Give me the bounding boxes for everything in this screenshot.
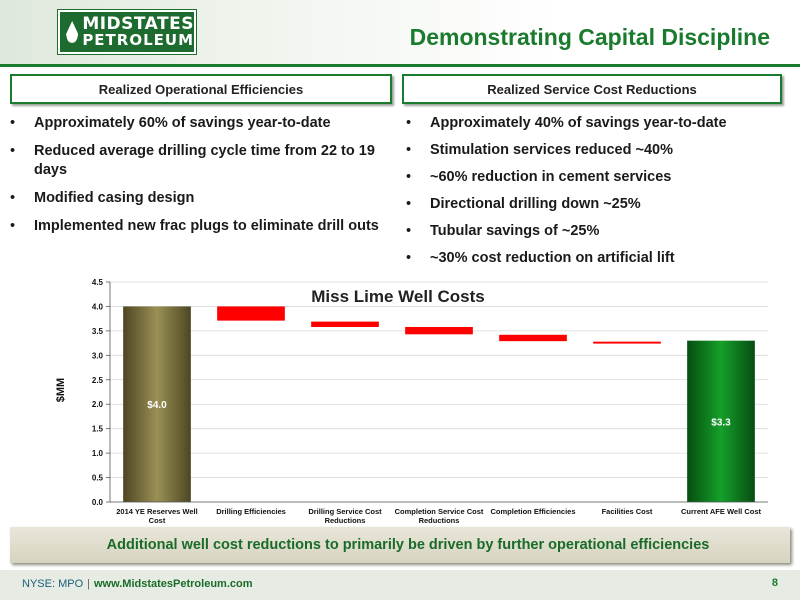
- y-tick-label: 0.0: [92, 498, 104, 507]
- left-bullet-item: Modified casing design: [6, 189, 386, 208]
- x-category-label: 2014 YE Reserves Well Cost: [116, 507, 197, 525]
- x-category-label: Drilling Service Cost Reductions: [308, 507, 382, 525]
- bar-data-label: $4.0: [147, 400, 167, 411]
- y-tick-label: 4.0: [92, 302, 104, 311]
- website-link[interactable]: www.MidstatesPetroleum.com: [93, 578, 253, 590]
- page-number: 8: [771, 577, 778, 589]
- left-bullet-item: Approximately 60% of savings year-to-dat…: [6, 114, 386, 133]
- x-category-label: Completion Service Cost Reductions: [395, 507, 484, 525]
- right-bullet-item: Approximately 40% of savings year-to-dat…: [402, 114, 792, 133]
- y-tick-label: 1.0: [92, 449, 104, 458]
- left-bullet-item: Reduced average drilling cycle time from…: [6, 142, 386, 180]
- y-tick-label: 2.5: [92, 376, 104, 385]
- waterfall-bar: [687, 340, 755, 502]
- right-bullet-item: Tubular savings of ~25%: [402, 222, 792, 241]
- footer-separator: |: [87, 578, 90, 590]
- ticker-symbol: NYSE: MPO: [22, 578, 84, 590]
- y-tick-label: 3.5: [92, 327, 104, 336]
- y-tick-label: 3.0: [92, 351, 104, 360]
- right-bullet-item: ~60% reduction in cement services: [402, 168, 792, 187]
- x-category-label: Facilities Cost: [602, 507, 653, 516]
- waterfall-bar: [217, 306, 285, 321]
- right-bullet-item: ~30% cost reduction on artificial lift: [402, 249, 792, 268]
- right-bullet-list: Approximately 40% of savings year-to-dat…: [402, 114, 792, 276]
- right-bullet-item: Directional drilling down ~25%: [402, 195, 792, 214]
- header-divider: [0, 64, 800, 67]
- left-bullet-list: Approximately 60% of savings year-to-dat…: [6, 114, 386, 245]
- bar-data-label: $3.3: [711, 417, 731, 428]
- y-tick-label: 0.5: [92, 474, 104, 483]
- right-bullet-item: Stimulation services reduced ~40%: [402, 141, 792, 160]
- waterfall-bar: [405, 326, 473, 335]
- waterfall-bar: [593, 341, 661, 344]
- logo-line2: PETROLEUM: [82, 31, 194, 49]
- logo-line1: MIDSTATES: [82, 14, 194, 34]
- right-section-heading: Realized Service Cost Reductions: [402, 74, 782, 104]
- conclusion-banner: Additional well cost reductions to prima…: [10, 527, 790, 563]
- page-title: Demonstrating Capital Discipline: [409, 24, 770, 50]
- oil-drop-icon: [66, 21, 79, 43]
- chart-title: Miss Lime Well Costs: [311, 287, 485, 306]
- y-tick-label: 1.5: [92, 425, 104, 434]
- footer-band: [0, 570, 800, 600]
- y-axis-label: $MM: [55, 378, 67, 402]
- well-cost-waterfall-chart: $MM Miss Lime Well Costs $4.0 $3.3 0.0 0.5…: [55, 278, 768, 525]
- x-category-label: Completion Efficiencies: [490, 507, 575, 516]
- company-logo: MIDSTATES PETROLEUM: [58, 10, 196, 54]
- footer-info: NYSE: MPO | www.MidstatesPetroleum.com: [22, 578, 253, 590]
- y-tick-label: 2.0: [92, 400, 104, 409]
- waterfall-bar: [499, 334, 567, 342]
- y-tick-label: 4.5: [92, 278, 104, 287]
- x-category-label: Drilling Efficiencies: [216, 507, 286, 516]
- waterfall-bar: [311, 321, 379, 327]
- waterfall-bar: [123, 306, 191, 502]
- left-section-heading: Realized Operational Efficiencies: [10, 74, 392, 104]
- x-category-label: Current AFE Well Cost: [681, 507, 762, 516]
- banner-text: Additional well cost reductions to prima…: [106, 537, 710, 553]
- left-bullet-item: Implemented new frac plugs to eliminate …: [6, 217, 386, 236]
